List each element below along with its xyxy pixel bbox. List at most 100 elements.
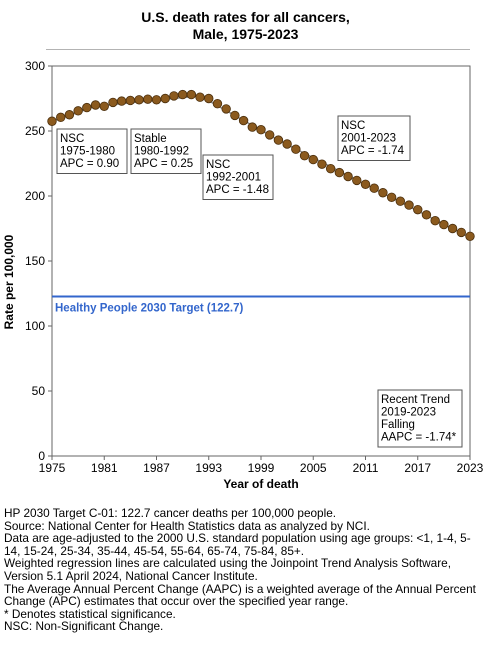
data-point <box>430 215 440 226</box>
y-tick-label: 0 <box>38 449 45 463</box>
annotation-box <box>377 389 463 448</box>
data-point <box>64 110 75 120</box>
data-point <box>73 106 83 116</box>
y-axis-label-container: Rate per 100,000 <box>2 209 16 359</box>
annotation-text: 1980-1992 <box>134 146 189 158</box>
data-point <box>56 112 66 123</box>
data-point <box>282 139 292 149</box>
annotation-text: Falling <box>381 419 415 431</box>
data-point <box>299 150 310 161</box>
y-tick-label: 150 <box>25 254 45 268</box>
data-point <box>177 89 188 100</box>
data-point <box>265 130 275 140</box>
data-point <box>160 93 170 104</box>
data-point <box>334 167 345 178</box>
annotation-text: APC = -1.48 <box>206 184 269 196</box>
data-point <box>352 175 362 186</box>
data-point <box>247 122 257 132</box>
annotation-text: 1992-2001 <box>206 172 261 184</box>
data-point <box>125 95 136 106</box>
data-point <box>308 154 318 165</box>
data-point <box>143 94 153 104</box>
data-point <box>465 231 475 242</box>
x-tick-label: 2011 <box>353 461 379 475</box>
x-tick-label: 1981 <box>91 461 118 475</box>
data-point <box>360 179 371 190</box>
x-tick-label: 1999 <box>248 461 275 475</box>
data-point <box>169 91 179 101</box>
footnotes: HP 2030 Target C-01: 122.7 cancer deaths… <box>4 507 490 633</box>
footnote-line: The Average Annual Percent Change (AAPC)… <box>4 581 476 596</box>
footnote-line: Change (APC) estimates that occur over t… <box>4 594 349 609</box>
data-point <box>395 196 406 206</box>
data-point <box>386 192 397 203</box>
x-tick-label: 2017 <box>404 461 431 475</box>
x-tick-label: 1975 <box>39 461 66 475</box>
footnote-line: Source: National Center for Health Stati… <box>4 518 370 533</box>
data-point <box>256 124 266 135</box>
annotation-text: 2001-2023 <box>341 133 396 145</box>
data-point <box>230 110 240 121</box>
annotation-text: NSC <box>341 120 365 132</box>
data-point <box>421 210 432 220</box>
chart-title-line-1: U.S. death rates for all cancers, <box>141 9 350 25</box>
footnote-line: Weighted regression lines are calculated… <box>4 556 452 571</box>
data-point <box>343 171 353 182</box>
annotation-text: APC = -1.74 <box>341 145 405 157</box>
y-tick-label: 300 <box>25 59 45 73</box>
data-point <box>212 98 223 109</box>
y-tick-label: 100 <box>25 319 45 333</box>
data-point <box>291 144 301 154</box>
annotation-text: NSC <box>206 159 230 171</box>
x-tick-label: 2023 <box>457 461 484 475</box>
data-point <box>186 89 197 100</box>
chart-plot: 0 50 100 150 200 250 300 1975 1981 1987 1993 1999 20… <box>25 59 484 475</box>
data-point <box>116 96 127 106</box>
annotation-text: 2019-2023 <box>381 407 436 419</box>
target-label: Healthy People 2030 Target (122.7) <box>55 302 244 314</box>
annotation-box <box>337 115 411 161</box>
data-point <box>378 188 388 198</box>
annotation-text: AAPC = -1.74* <box>381 432 457 444</box>
y-tick-label: 50 <box>32 384 46 398</box>
data-point <box>238 115 249 126</box>
annotation-text: APC = 0.25 <box>134 158 193 170</box>
data-point <box>404 200 414 210</box>
annotation-text: APC = 0.90 <box>60 158 119 170</box>
data-point <box>447 223 458 234</box>
data-point <box>369 183 379 193</box>
footnote-line: * Denotes statistical significance. <box>4 606 176 621</box>
data-point <box>273 135 284 145</box>
data-point <box>317 159 327 169</box>
annotation-box <box>56 128 128 174</box>
footnote-line: NSC: Non-Significant Change. <box>4 619 164 634</box>
footnote-line: HP 2030 Target C-01: 122.7 cancer deaths… <box>4 506 337 520</box>
footnote-line: Data are age-adjusted to the 2000 U.S. s… <box>4 531 471 546</box>
footnote-line: Version 5.1 April 2024, National Cancer … <box>4 568 258 583</box>
chart-title-line-2: Male, 1975-2023 <box>192 26 299 42</box>
footnote-line: 14, 15-24, 25-34, 35-44, 45-54, 55-64, 6… <box>4 543 305 558</box>
annotation-box <box>202 154 274 200</box>
data-point <box>108 97 118 108</box>
x-tick-label: 2005 <box>300 461 327 475</box>
data-point <box>221 104 231 114</box>
data-point <box>456 227 466 238</box>
data-point <box>325 163 336 174</box>
data-point <box>413 204 423 215</box>
data-point <box>151 95 162 105</box>
x-tick-label: 1993 <box>195 461 222 475</box>
x-tick-label: 1987 <box>143 461 170 475</box>
data-point <box>82 102 92 113</box>
data-point <box>99 101 109 112</box>
y-tick-label: 200 <box>25 189 45 203</box>
y-axis-label: Rate per 100,000 <box>2 234 16 330</box>
data-point <box>134 95 144 105</box>
data-point <box>90 100 101 110</box>
y-tick-label: 250 <box>25 124 45 138</box>
annotation-text: Stable <box>134 133 167 145</box>
data-point <box>204 93 214 104</box>
data-point <box>195 92 205 102</box>
data-point <box>439 219 449 230</box>
annotation-text: 1975-1980 <box>60 146 115 158</box>
x-axis-label: Year of death <box>223 477 299 491</box>
